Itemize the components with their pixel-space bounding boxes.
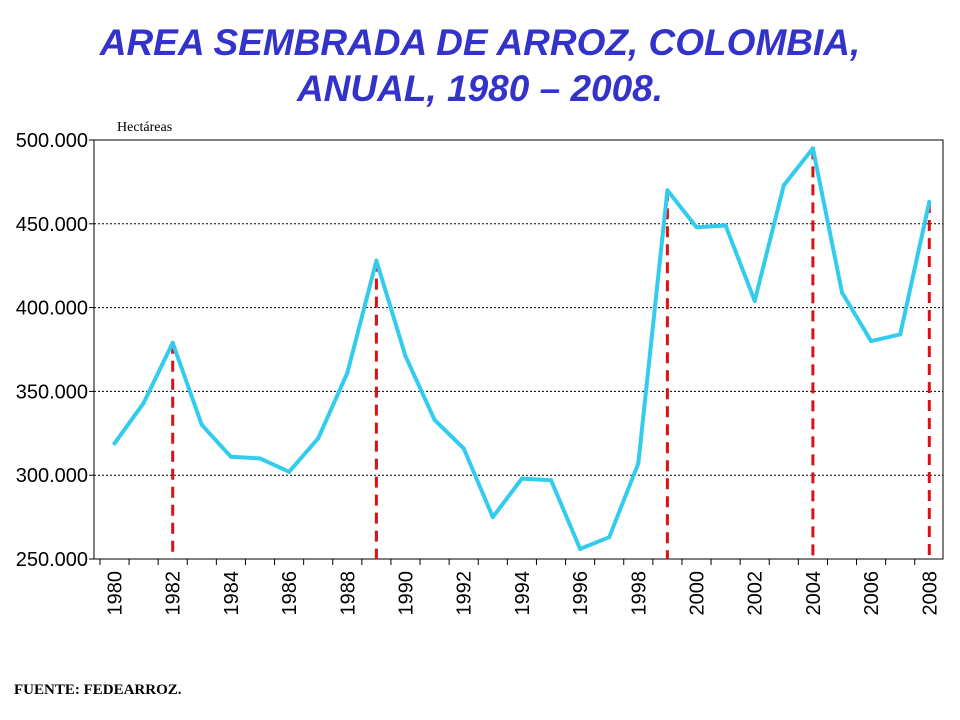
plot-area xyxy=(93,139,944,560)
data-point xyxy=(490,515,495,520)
x-tick-label: 2008 xyxy=(919,571,941,616)
x-tick-label: 1994 xyxy=(512,571,534,616)
x-tick-label: 1990 xyxy=(396,571,418,616)
data-point xyxy=(607,535,612,540)
data-point xyxy=(694,225,699,230)
data-point xyxy=(578,546,583,551)
data-point xyxy=(927,200,932,205)
data-point xyxy=(869,339,874,344)
y-tick-label: 500.000 xyxy=(16,130,88,152)
data-point xyxy=(723,223,728,228)
data-point xyxy=(636,461,641,466)
x-tick-label: 1992 xyxy=(454,571,476,616)
chart-title-line2: ANUAL, 1980 – 2008. xyxy=(296,68,664,109)
data-point xyxy=(752,298,757,303)
x-tick-label: 2000 xyxy=(687,571,709,616)
data-point xyxy=(461,446,466,451)
chart-title-line1: AREA SEMBRADA DE ARROZ, COLOMBIA, xyxy=(99,22,861,63)
data-point xyxy=(432,417,437,422)
data-point xyxy=(665,188,670,193)
data-point xyxy=(258,456,262,461)
y-tick-label: 300.000 xyxy=(16,465,88,487)
y-axis-label: Hectáreas xyxy=(117,120,172,135)
x-tick-label: 1996 xyxy=(570,571,592,616)
data-point xyxy=(810,146,815,151)
data-point xyxy=(345,370,350,375)
data-point xyxy=(112,441,117,446)
data-point xyxy=(549,478,553,483)
data-point xyxy=(141,401,146,406)
y-tick-label: 350.000 xyxy=(16,381,88,403)
y-tick-label: 250.000 xyxy=(16,549,88,571)
source-note: FUENTE: FEDEARROZ. xyxy=(14,682,182,698)
x-tick-label: 1998 xyxy=(628,571,650,616)
x-tick-label: 1980 xyxy=(105,571,127,616)
x-tick-label: 1986 xyxy=(279,571,301,616)
x-tick-label: 2002 xyxy=(745,571,767,616)
data-point xyxy=(287,469,292,474)
y-tick-label: 400.000 xyxy=(16,298,88,320)
y-tick-label: 450.000 xyxy=(16,214,88,236)
data-point xyxy=(374,258,379,263)
data-point xyxy=(199,422,204,427)
data-point xyxy=(316,436,321,441)
x-tick-label: 1984 xyxy=(221,571,243,616)
x-tick-label: 1988 xyxy=(337,571,359,616)
data-point xyxy=(228,454,233,459)
data-point xyxy=(170,340,175,345)
data-point xyxy=(898,332,903,337)
chart-title: AREA SEMBRADA DE ARROZ, COLOMBIA, ANUAL,… xyxy=(0,20,960,112)
data-point xyxy=(519,476,524,481)
data-point xyxy=(840,290,844,295)
x-tick-label: 1982 xyxy=(163,571,185,616)
x-tick-label: 2006 xyxy=(861,571,883,616)
data-point xyxy=(403,354,408,359)
data-point xyxy=(781,183,786,188)
x-tick-label: 2004 xyxy=(803,571,825,616)
